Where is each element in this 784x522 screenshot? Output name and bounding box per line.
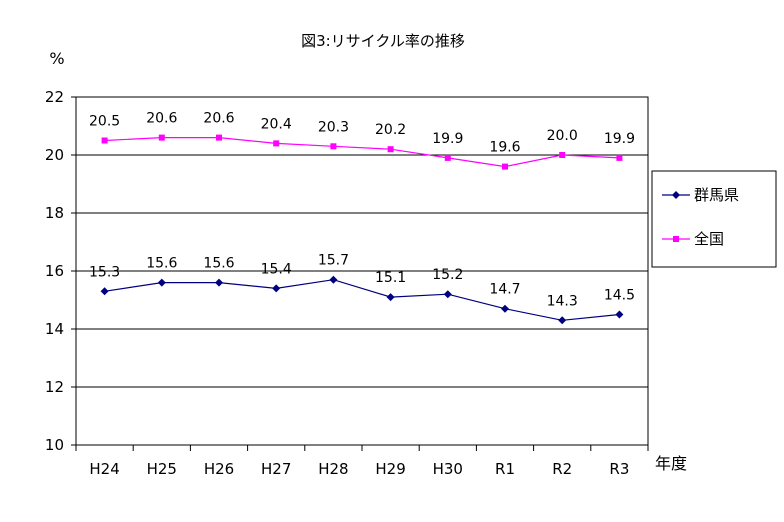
x-tick-label-R3: R3	[609, 460, 629, 478]
legend-marker-群馬県	[672, 191, 680, 199]
y-axis-unit: %	[49, 49, 64, 68]
data-label-全国-H24: 20.5	[89, 114, 120, 130]
data-label-群馬県-R3: 14.5	[604, 288, 635, 304]
legend-label-群馬県: 群馬県	[694, 186, 739, 204]
data-label-全国-R2: 20.0	[547, 128, 578, 144]
x-tick-label-H26: H26	[204, 460, 234, 478]
data-point-全国-H26	[216, 134, 222, 141]
data-point-全国-R2	[559, 152, 566, 158]
legend-box	[651, 170, 777, 268]
data-point-全国-H27	[273, 140, 280, 147]
data-point-全国-H30	[444, 154, 451, 161]
data-label-群馬県-H30: 15.2	[432, 267, 463, 283]
x-tick-label-R2: R2	[552, 460, 572, 478]
y-tick-label: 22	[45, 88, 64, 106]
data-point-群馬県-H26	[215, 278, 223, 287]
data-label-群馬県-H25: 15.6	[146, 256, 177, 272]
data-point-全国-H24	[101, 137, 108, 144]
y-tick-label: 10	[45, 436, 64, 454]
data-point-群馬県-H28	[329, 275, 338, 284]
data-label-全国-H30: 19.9	[432, 131, 463, 147]
legend-marker-全国	[673, 236, 679, 242]
y-tick-label: 12	[45, 378, 64, 396]
series-line-全国	[104, 137, 620, 168]
data-label-群馬県-H29: 15.1	[375, 270, 406, 286]
plot-area: 10 12 14 16 18 20 22 H24 H25 H26 H27 H28 H29 H30 R1 R2 R…	[45, 88, 649, 478]
data-label-群馬県-H26: 15.6	[203, 256, 234, 272]
x-axis-unit: 年度	[655, 454, 687, 473]
data-label-群馬県-H27: 15.4	[261, 261, 292, 277]
data-label-全国-H25: 20.6	[146, 111, 177, 127]
data-point-群馬県-H27	[272, 284, 281, 293]
data-label-全国-H27: 20.4	[261, 116, 292, 132]
y-tick-label: 16	[45, 262, 64, 280]
data-point-全国-H25	[158, 134, 165, 141]
data-label-全国-H29: 20.2	[375, 122, 406, 138]
data-point-群馬県-H24	[100, 287, 109, 296]
data-label-群馬県-H24: 15.3	[89, 264, 120, 280]
data-point-群馬県-R3	[615, 310, 624, 319]
data-point-群馬県-R2	[558, 316, 567, 325]
x-tick-label-H30: H30	[433, 460, 463, 478]
x-tick-label-H24: H24	[89, 460, 119, 478]
data-point-群馬県-H29	[386, 293, 395, 302]
y-tick-label: 18	[45, 204, 64, 222]
data-label-全国-R1: 19.6	[489, 140, 520, 156]
y-tick-label: 14	[45, 320, 64, 338]
data-point-群馬県-H30	[443, 290, 452, 299]
x-tick-label-H29: H29	[375, 460, 405, 478]
x-tick-label-H27: H27	[261, 460, 291, 478]
data-point-全国-R3	[616, 154, 623, 161]
x-tick-label-H25: H25	[147, 460, 177, 478]
data-label-群馬県-R1: 14.7	[489, 282, 520, 298]
data-point-群馬県-R1	[501, 304, 509, 313]
data-label-全国-H26: 20.6	[203, 111, 234, 127]
data-label-群馬県-R2: 14.3	[547, 293, 578, 309]
y-tick-label: 20	[45, 146, 64, 164]
data-label-全国-R3: 19.9	[604, 131, 635, 147]
data-point-全国-R1	[502, 163, 508, 170]
legend-label-全国: 全国	[694, 230, 724, 248]
data-point-全国-H29	[387, 146, 394, 153]
data-label-全国-H28: 20.3	[318, 119, 349, 135]
series-line-群馬県	[104, 279, 620, 321]
data-point-群馬県-H25	[157, 278, 166, 287]
chart-title: 図3:リサイクル率の推移	[301, 32, 465, 50]
data-point-全国-H28	[330, 143, 337, 150]
data-label-群馬県-H28: 15.7	[318, 253, 349, 269]
x-tick-label-R1: R1	[495, 460, 515, 478]
x-tick-label-H28: H28	[318, 460, 348, 478]
